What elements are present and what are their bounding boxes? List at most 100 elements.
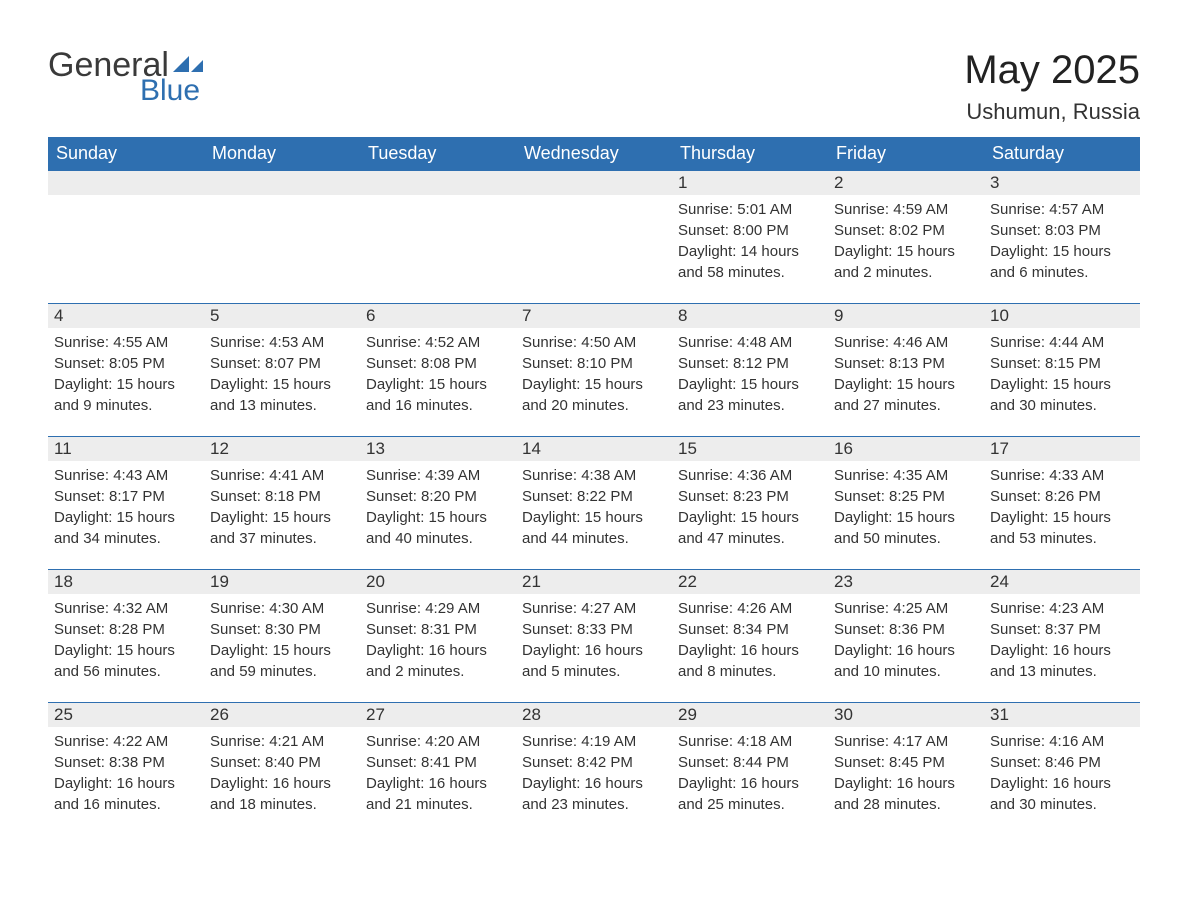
sunrise-line: Sunrise: 4:52 AM bbox=[366, 332, 510, 353]
sunset-line: Sunset: 8:41 PM bbox=[366, 752, 510, 773]
calendar-day-cell: 2Sunrise: 4:59 AMSunset: 8:02 PMDaylight… bbox=[828, 171, 984, 304]
day-number: 28 bbox=[516, 703, 672, 727]
calendar-day-cell: 17Sunrise: 4:33 AMSunset: 8:26 PMDayligh… bbox=[984, 437, 1140, 570]
daylight-line: Daylight: 16 hours and 18 minutes. bbox=[210, 773, 354, 815]
sunrise-line: Sunrise: 4:25 AM bbox=[834, 598, 978, 619]
day-number: 19 bbox=[204, 570, 360, 594]
sunset-line: Sunset: 8:17 PM bbox=[54, 486, 198, 507]
logo-mark-icon bbox=[173, 50, 203, 76]
daylight-line: Daylight: 15 hours and 44 minutes. bbox=[522, 507, 666, 549]
day-number: 21 bbox=[516, 570, 672, 594]
day-number: 3 bbox=[984, 171, 1140, 195]
day-number: 7 bbox=[516, 304, 672, 328]
calendar-week-row: 11Sunrise: 4:43 AMSunset: 8:17 PMDayligh… bbox=[48, 437, 1140, 570]
daylight-line: Daylight: 15 hours and 37 minutes. bbox=[210, 507, 354, 549]
day-number: 24 bbox=[984, 570, 1140, 594]
sunrise-line: Sunrise: 4:41 AM bbox=[210, 465, 354, 486]
sunset-line: Sunset: 8:20 PM bbox=[366, 486, 510, 507]
calendar-day-cell: 24Sunrise: 4:23 AMSunset: 8:37 PMDayligh… bbox=[984, 570, 1140, 703]
sunrise-line: Sunrise: 4:17 AM bbox=[834, 731, 978, 752]
day-data: Sunrise: 4:52 AMSunset: 8:08 PMDaylight:… bbox=[360, 328, 516, 436]
daylight-line: Daylight: 15 hours and 40 minutes. bbox=[366, 507, 510, 549]
day-number: 12 bbox=[204, 437, 360, 461]
page-header: General Blue May 2025 Ushumun, Russia bbox=[48, 48, 1140, 125]
sunrise-line: Sunrise: 4:38 AM bbox=[522, 465, 666, 486]
calendar-day-cell: 15Sunrise: 4:36 AMSunset: 8:23 PMDayligh… bbox=[672, 437, 828, 570]
calendar-day-cell: 12Sunrise: 4:41 AMSunset: 8:18 PMDayligh… bbox=[204, 437, 360, 570]
day-data: Sunrise: 4:21 AMSunset: 8:40 PMDaylight:… bbox=[204, 727, 360, 835]
calendar-day-cell: 16Sunrise: 4:35 AMSunset: 8:25 PMDayligh… bbox=[828, 437, 984, 570]
day-data: Sunrise: 4:25 AMSunset: 8:36 PMDaylight:… bbox=[828, 594, 984, 702]
weekday-header: Saturday bbox=[984, 137, 1140, 171]
day-data: Sunrise: 4:48 AMSunset: 8:12 PMDaylight:… bbox=[672, 328, 828, 436]
daylight-line: Daylight: 15 hours and 27 minutes. bbox=[834, 374, 978, 416]
calendar-day-cell: 9Sunrise: 4:46 AMSunset: 8:13 PMDaylight… bbox=[828, 304, 984, 437]
sunrise-line: Sunrise: 4:18 AM bbox=[678, 731, 822, 752]
day-data: Sunrise: 4:41 AMSunset: 8:18 PMDaylight:… bbox=[204, 461, 360, 569]
calendar-week-row: 4 Sunrise: 4:55 AMSunset: 8:05 PM Daylight… bbox=[48, 304, 1140, 437]
calendar-day-cell: 30Sunrise: 4:17 AMSunset: 8:45 PMDayligh… bbox=[828, 703, 984, 836]
sunset-line: Sunset: 8:36 PM bbox=[834, 619, 978, 640]
sunset-line: Sunset: 8:42 PM bbox=[522, 752, 666, 773]
daylight-line: Daylight: 16 hours and 30 minutes. bbox=[990, 773, 1134, 815]
day-data: Sunrise: 4:29 AMSunset: 8:31 PMDaylight:… bbox=[360, 594, 516, 702]
sunrise-line: Sunrise: 4:36 AM bbox=[678, 465, 822, 486]
page-subtitle: Ushumun, Russia bbox=[964, 99, 1140, 125]
day-data: Sunrise: 4:26 AMSunset: 8:34 PMDaylight:… bbox=[672, 594, 828, 702]
day-number: 2 bbox=[828, 171, 984, 195]
sunset-line: Sunset: 8:05 PM bbox=[54, 353, 198, 374]
sunset-line: Sunset: 8:12 PM bbox=[678, 353, 822, 374]
sunrise-line: Sunrise: 4:55 AM bbox=[54, 332, 198, 353]
day-number: 13 bbox=[360, 437, 516, 461]
calendar-day-cell: 8Sunrise: 4:48 AMSunset: 8:12 PMDaylight… bbox=[672, 304, 828, 437]
day-number: 16 bbox=[828, 437, 984, 461]
calendar-day-cell: 11Sunrise: 4:43 AMSunset: 8:17 PMDayligh… bbox=[48, 437, 204, 570]
sunset-line: Sunset: 8:22 PM bbox=[522, 486, 666, 507]
calendar-day-cell: 5Sunrise: 4:53 AMSunset: 8:07 PMDaylight… bbox=[204, 304, 360, 437]
day-number: 4 bbox=[48, 304, 204, 328]
day-data: Sunrise: 4:39 AMSunset: 8:20 PMDaylight:… bbox=[360, 461, 516, 569]
calendar-day-cell: 22Sunrise: 4:26 AMSunset: 8:34 PMDayligh… bbox=[672, 570, 828, 703]
day-data: Sunrise: 5:01 AMSunset: 8:00 PMDaylight:… bbox=[672, 195, 828, 303]
day-number: 27 bbox=[360, 703, 516, 727]
daylight-line: Daylight: 16 hours and 5 minutes. bbox=[522, 640, 666, 682]
day-number: 20 bbox=[360, 570, 516, 594]
sunrise-line: Sunrise: 4:43 AM bbox=[54, 465, 198, 486]
calendar-day-cell: 3Sunrise: 4:57 AMSunset: 8:03 PMDaylight… bbox=[984, 171, 1140, 304]
calendar-day-cell: 10Sunrise: 4:44 AMSunset: 8:15 PMDayligh… bbox=[984, 304, 1140, 437]
sunrise-line: Sunrise: 4:27 AM bbox=[522, 598, 666, 619]
sunrise-line: Sunrise: 4:33 AM bbox=[990, 465, 1134, 486]
sunset-line: Sunset: 8:38 PM bbox=[54, 752, 198, 773]
sunrise-line: Sunrise: 4:19 AM bbox=[522, 731, 666, 752]
calendar-day-cell: 7Sunrise: 4:50 AMSunset: 8:10 PMDaylight… bbox=[516, 304, 672, 437]
day-number: 18 bbox=[48, 570, 204, 594]
calendar-day-cell: 26Sunrise: 4:21 AMSunset: 8:40 PMDayligh… bbox=[204, 703, 360, 836]
sunset-line: Sunset: 8:40 PM bbox=[210, 752, 354, 773]
sunset-line: Sunset: 8:08 PM bbox=[366, 353, 510, 374]
daylight-line: Daylight: 16 hours and 23 minutes. bbox=[522, 773, 666, 815]
calendar-week-row: 18Sunrise: 4:32 AMSunset: 8:28 PMDayligh… bbox=[48, 570, 1140, 703]
day-number: 8 bbox=[672, 304, 828, 328]
daylight-line: Daylight: 15 hours and 47 minutes. bbox=[678, 507, 822, 549]
calendar-day-cell bbox=[204, 171, 360, 304]
sunrise-line: Sunrise: 4:21 AM bbox=[210, 731, 354, 752]
weekday-header: Wednesday bbox=[516, 137, 672, 171]
daylight-line: Daylight: 16 hours and 13 minutes. bbox=[990, 640, 1134, 682]
sunset-line: Sunset: 8:07 PM bbox=[210, 353, 354, 374]
weekday-header: Friday bbox=[828, 137, 984, 171]
calendar-day-cell: 29Sunrise: 4:18 AMSunset: 8:44 PMDayligh… bbox=[672, 703, 828, 836]
sunrise-line: Sunrise: 4:57 AM bbox=[990, 199, 1134, 220]
daylight-line: Daylight: 15 hours and 13 minutes. bbox=[210, 374, 354, 416]
sunset-line: Sunset: 8:25 PM bbox=[834, 486, 978, 507]
calendar-day-cell bbox=[48, 171, 204, 304]
daylight-line: Daylight: 15 hours and 30 minutes. bbox=[990, 374, 1134, 416]
daylight-line: Daylight: 16 hours and 10 minutes. bbox=[834, 640, 978, 682]
calendar-day-cell: 14Sunrise: 4:38 AMSunset: 8:22 PMDayligh… bbox=[516, 437, 672, 570]
calendar-day-cell: 4Sunrise: 4:55 AMSunset: 8:05 PMDaylight… bbox=[48, 304, 204, 437]
calendar-week-row: 25Sunrise: 4:22 AMSunset: 8:38 PMDayligh… bbox=[48, 703, 1140, 836]
day-data: Sunrise: 4:19 AMSunset: 8:42 PMDaylight:… bbox=[516, 727, 672, 835]
calendar-day-cell: 1Sunrise: 5:01 AMSunset: 8:00 PMDaylight… bbox=[672, 171, 828, 304]
weekday-header-row: SundayMondayTuesdayWednesdayThursdayFrid… bbox=[48, 137, 1140, 171]
sunrise-line: Sunrise: 4:30 AM bbox=[210, 598, 354, 619]
sunset-line: Sunset: 8:30 PM bbox=[210, 619, 354, 640]
